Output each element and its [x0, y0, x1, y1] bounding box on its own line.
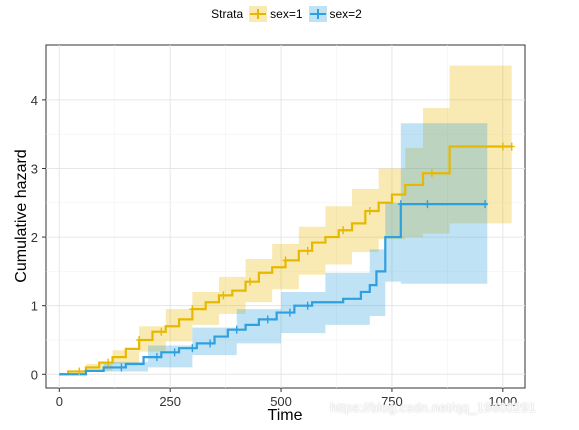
legend: Strata sex=1 sex=2 [0, 6, 579, 22]
x-tick-label: 0 [56, 394, 63, 409]
legend-label-sex1: sex=1 [270, 7, 303, 21]
legend-label-sex2: sex=2 [329, 7, 362, 21]
confidence-band-1 [59, 65, 512, 375]
y-tick-label: 4 [31, 93, 38, 108]
x-tick-label: 1000 [488, 394, 517, 409]
legend-item-sex2: sex=2 [308, 6, 362, 22]
y-tick-label: 1 [31, 299, 38, 314]
plot-panel [45, 44, 526, 389]
axes: 0 250 500 750 1000 0 1 2 3 4 [31, 93, 518, 409]
watermark: https://blog.csdn.net/qq_19600291 [330, 400, 537, 415]
confidence-band-2 [59, 123, 488, 375]
legend-key-sex1 [249, 6, 268, 22]
grid [46, 45, 525, 388]
y-tick-label: 0 [31, 367, 38, 382]
y-tick-label: 2 [31, 230, 38, 245]
y-tick-label: 3 [31, 161, 38, 176]
x-tick-label: 750 [381, 394, 403, 409]
series-line-2 [59, 203, 488, 376]
x-tick-label: 500 [270, 394, 292, 409]
y-axis-label: Cumulative hazard [13, 149, 30, 282]
censor-marks [76, 142, 515, 376]
legend-item-sex1: sex=1 [249, 6, 303, 22]
x-axis-label: Time [268, 407, 303, 424]
legend-key-sex2 [308, 6, 327, 22]
legend-title: Strata [211, 7, 244, 21]
x-tick-label: 250 [159, 394, 181, 409]
confidence-bands [59, 65, 512, 375]
